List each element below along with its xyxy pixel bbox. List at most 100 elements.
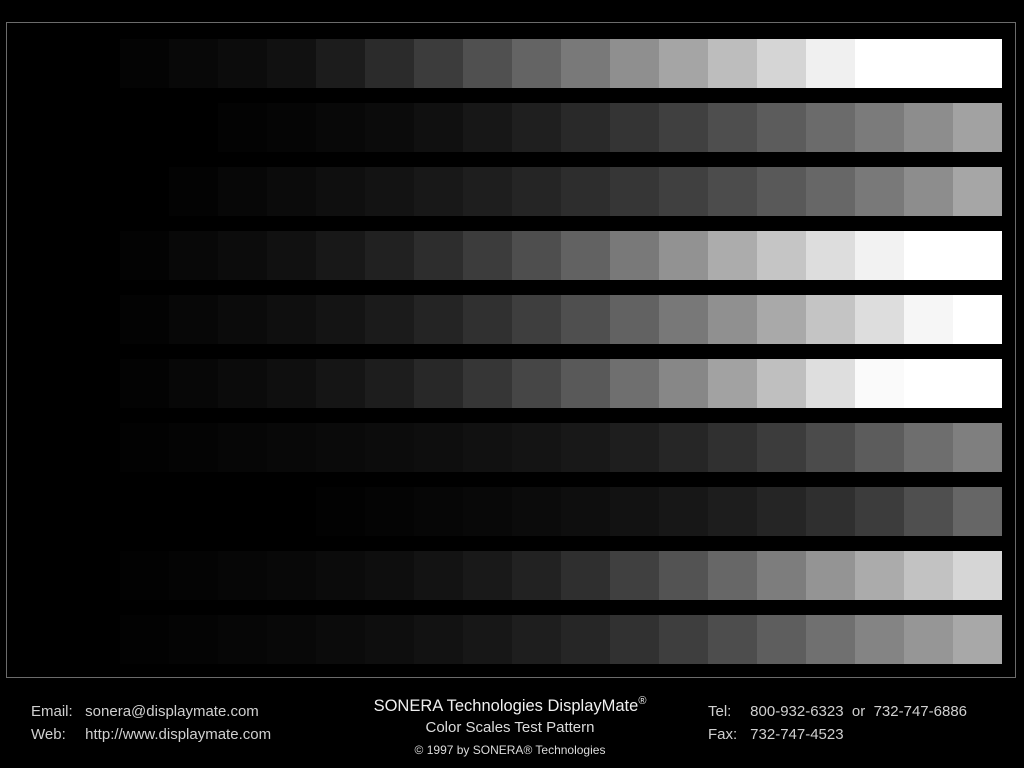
gray-step-swatch — [904, 231, 953, 280]
gray-step-swatch — [365, 167, 414, 216]
gray-step-swatch — [218, 103, 267, 152]
gray-step-swatch — [806, 167, 855, 216]
gray-step-swatch — [561, 615, 610, 664]
gray-step-swatch — [267, 487, 316, 536]
gray-step-swatch — [904, 103, 953, 152]
gray-step-swatch — [414, 359, 463, 408]
gray-step-swatch — [316, 231, 365, 280]
gray-step-swatch — [561, 423, 610, 472]
gray-step-swatch — [120, 39, 169, 88]
gray-step-swatch — [659, 423, 708, 472]
gray-step-swatch — [708, 231, 757, 280]
gray-step-swatch — [463, 615, 512, 664]
gray-step-swatch — [365, 103, 414, 152]
gray-step-swatch — [316, 359, 365, 408]
gray-step-swatch — [365, 39, 414, 88]
gray-step-swatch — [512, 231, 561, 280]
gray-step-swatch — [71, 167, 120, 216]
gray-step-swatch — [71, 487, 120, 536]
gray-step-swatch — [855, 39, 904, 88]
web-label: Web: — [31, 726, 66, 743]
gray-scale-row — [22, 167, 1002, 216]
gray-scale-row — [22, 39, 1002, 88]
gray-step-swatch — [904, 295, 953, 344]
gray-step-swatch — [463, 423, 512, 472]
gray-step-swatch — [855, 551, 904, 600]
web-link[interactable]: http://www.displaymate.com — [85, 726, 272, 743]
gray-scale-row — [22, 295, 1002, 344]
gray-step-swatch — [267, 359, 316, 408]
gray-step-swatch — [120, 551, 169, 600]
gray-step-swatch — [708, 487, 757, 536]
gray-step-swatch — [22, 551, 71, 600]
gray-step-swatch — [708, 551, 757, 600]
gray-step-swatch — [71, 39, 120, 88]
gray-step-swatch — [659, 551, 708, 600]
gray-scale-row — [22, 423, 1002, 472]
gray-step-swatch — [806, 423, 855, 472]
gray-step-swatch — [953, 167, 1002, 216]
gray-step-swatch — [316, 487, 365, 536]
gray-step-swatch — [316, 615, 365, 664]
tel-line: Tel: 800-932-6323 or 732-747-6886 — [708, 700, 967, 723]
gray-step-swatch — [120, 615, 169, 664]
gray-step-swatch — [512, 423, 561, 472]
gray-step-swatch — [610, 231, 659, 280]
gray-step-swatch — [316, 423, 365, 472]
gray-step-swatch — [659, 103, 708, 152]
contact-left: Email: sonera@displaymate.com Web: http:… — [31, 700, 271, 746]
gray-step-swatch — [757, 487, 806, 536]
fax-label: Fax: — [708, 726, 738, 743]
gray-step-swatch — [414, 295, 463, 344]
gray-step-swatch — [757, 103, 806, 152]
gray-step-swatch — [953, 231, 1002, 280]
gray-step-swatch — [22, 167, 71, 216]
gray-step-swatch — [463, 231, 512, 280]
gray-step-swatch — [659, 295, 708, 344]
gray-step-swatch — [267, 423, 316, 472]
product-title-text: SONERA Technologies DisplayMate — [373, 697, 639, 715]
gray-step-swatch — [71, 231, 120, 280]
gray-step-swatch — [659, 615, 708, 664]
gray-step-swatch — [218, 231, 267, 280]
gray-step-swatch — [169, 39, 218, 88]
gray-step-swatch — [610, 39, 659, 88]
gray-step-swatch — [365, 231, 414, 280]
gray-step-swatch — [953, 295, 1002, 344]
gray-step-swatch — [512, 487, 561, 536]
gray-step-swatch — [71, 423, 120, 472]
email-link[interactable]: sonera@displaymate.com — [85, 703, 259, 720]
gray-step-swatch — [22, 295, 71, 344]
gray-step-swatch — [22, 615, 71, 664]
gray-step-swatch — [904, 359, 953, 408]
gray-step-swatch — [561, 231, 610, 280]
gray-step-swatch — [855, 423, 904, 472]
gray-step-swatch — [512, 295, 561, 344]
gray-step-swatch — [953, 359, 1002, 408]
copyright-notice: © 1997 by SONERA® Technologies — [414, 743, 606, 757]
gray-scale-row — [22, 551, 1002, 600]
gray-step-swatch — [463, 551, 512, 600]
gray-step-swatch — [169, 615, 218, 664]
gray-step-swatch — [806, 295, 855, 344]
gray-step-swatch — [806, 487, 855, 536]
gray-step-swatch — [414, 231, 463, 280]
gray-step-swatch — [512, 551, 561, 600]
gray-step-swatch — [22, 487, 71, 536]
gray-step-swatch — [953, 487, 1002, 536]
gray-step-swatch — [365, 551, 414, 600]
gray-step-swatch — [267, 231, 316, 280]
gray-step-swatch — [169, 487, 218, 536]
gray-step-swatch — [757, 231, 806, 280]
gray-step-swatch — [120, 423, 169, 472]
gray-step-swatch — [169, 295, 218, 344]
gray-step-swatch — [659, 487, 708, 536]
gray-step-swatch — [22, 359, 71, 408]
gray-step-swatch — [708, 39, 757, 88]
gray-step-swatch — [855, 295, 904, 344]
fax-value: 732-747-4523 — [750, 726, 844, 743]
registered-mark: ® — [638, 695, 647, 707]
gray-step-swatch — [610, 167, 659, 216]
gray-step-swatch — [659, 39, 708, 88]
gray-step-swatch — [757, 39, 806, 88]
